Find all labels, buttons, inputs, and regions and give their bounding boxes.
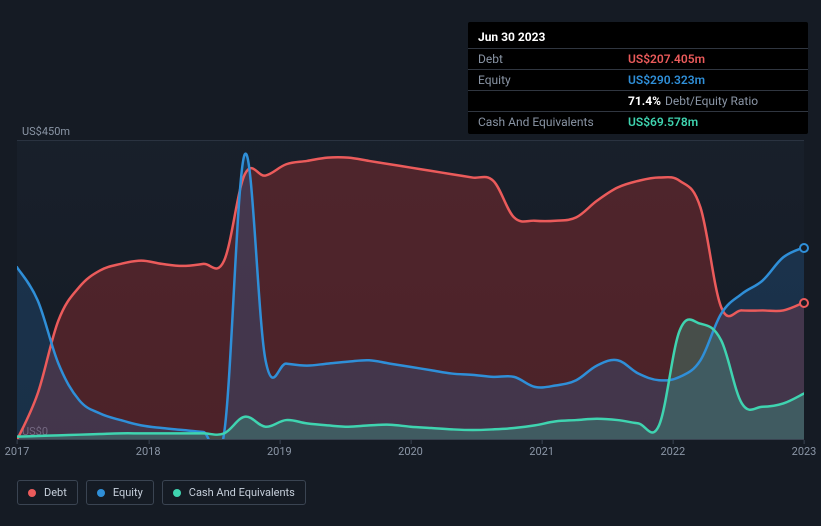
tooltip-label: Debt xyxy=(478,52,628,66)
chart-area[interactable] xyxy=(17,140,804,440)
x-tick: 2023 xyxy=(792,445,817,458)
legend-item-debt[interactable]: Debt xyxy=(17,480,78,505)
tooltip-ratio: 71.4%Debt/Equity Ratio xyxy=(628,94,758,108)
y-axis-label-top: US$450m xyxy=(22,125,70,138)
tooltip-row-equity: Equity US$290.323m xyxy=(468,69,808,90)
x-tick: 2020 xyxy=(398,445,423,458)
legend-dot xyxy=(28,489,36,497)
end-marker-equity xyxy=(799,243,809,253)
x-tick: 2019 xyxy=(267,445,292,458)
legend-label: Cash And Equivalents xyxy=(189,486,295,499)
legend-label: Debt xyxy=(44,486,67,499)
tooltip-label: Cash And Equivalents xyxy=(478,115,628,129)
x-tick: 2021 xyxy=(529,445,554,458)
legend-dot xyxy=(173,489,181,497)
tooltip-value: US$290.323m xyxy=(628,73,705,87)
tooltip-row-ratio: 71.4%Debt/Equity Ratio xyxy=(468,90,808,111)
tooltip-value: US$69.578m xyxy=(628,115,698,129)
legend-item-equity[interactable]: Equity xyxy=(86,480,154,505)
chart-svg xyxy=(17,141,804,440)
chart-tooltip: Jun 30 2023 Debt US$207.405m Equity US$2… xyxy=(468,22,808,134)
x-tick: 2018 xyxy=(136,445,161,458)
x-tick: 2022 xyxy=(660,445,685,458)
end-marker-debt xyxy=(799,298,809,308)
tooltip-row-debt: Debt US$207.405m xyxy=(468,48,808,69)
legend-item-cash[interactable]: Cash And Equivalents xyxy=(162,480,306,505)
tooltip-label xyxy=(478,94,628,108)
tooltip-date: Jun 30 2023 xyxy=(468,28,808,48)
legend-label: Equity xyxy=(113,486,143,499)
x-tick: 2017 xyxy=(5,445,30,458)
tooltip-label: Equity xyxy=(478,73,628,87)
legend: Debt Equity Cash And Equivalents xyxy=(17,480,306,505)
tooltip-value: US$207.405m xyxy=(628,52,705,66)
legend-dot xyxy=(97,489,105,497)
tooltip-row-cash: Cash And Equivalents US$69.578m xyxy=(468,111,808,132)
x-axis: 2017201820192020202120222023 xyxy=(17,443,804,461)
